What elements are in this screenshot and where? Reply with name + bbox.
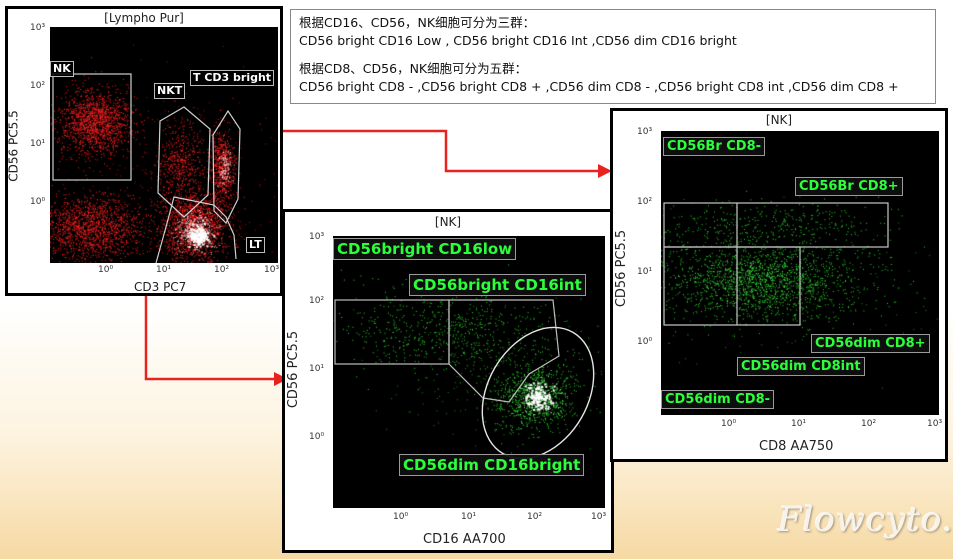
plot3-xtick-2: 10² — [861, 419, 877, 429]
plot2-xtick-3: 10³ — [591, 512, 607, 522]
plot1-xtick-1: 10¹ — [156, 265, 172, 275]
plot3-panel: [NK] CD56Br CD8- CD56Br CD8+ CD56dim CD8… — [610, 108, 948, 462]
plot2-area: CD56bright CD16low CD56bright CD16int CD… — [333, 236, 605, 508]
plot2-ytick-0: 10⁰ — [309, 432, 325, 442]
note-line-1: 根据CD16、CD56，NK细胞可分为三群： — [299, 15, 536, 30]
plot3-ytick-0: 10⁰ — [637, 337, 653, 347]
plot1-ytick-3: 10³ — [30, 23, 46, 33]
plot1-gate-nk: NK — [50, 61, 74, 77]
plot1-ytick-2: 10² — [30, 81, 46, 91]
plot3-xtick-3: 10³ — [927, 419, 943, 429]
plot1-title: [Lympho Pur] — [104, 11, 184, 25]
plot3-gate-dim-neg: CD56dim CD8- — [661, 390, 775, 409]
arrow-plot1-to-plot2 — [144, 296, 288, 386]
plot2-xlabel: CD16 AA700 — [423, 532, 506, 547]
plot3-xtick-0: 10⁰ — [721, 419, 737, 429]
plot1-xtick-3: 10³ — [264, 265, 280, 275]
plot1-xlabel: CD3 PC7 — [134, 280, 187, 294]
note-line-3: 根据CD8、CD56，NK细胞可分为五群： — [299, 61, 528, 76]
plot2-xtick-1: 10¹ — [461, 512, 477, 522]
plot3-area: CD56Br CD8- CD56Br CD8+ CD56dim CD8+ CD5… — [661, 131, 939, 415]
plot3-ytick-1: 10¹ — [637, 267, 653, 277]
plot2-panel: [NK] CD56bright CD16low CD56bright CD16i… — [282, 209, 614, 553]
plot3-ytick-3: 10³ — [637, 127, 653, 137]
plot1-area: NK NKT T CD3 bright LT — [50, 27, 278, 263]
plot1-ytick-0: 10⁰ — [30, 197, 46, 207]
plot2-gate-bright-low: CD56bright CD16low — [333, 238, 517, 260]
plot2-ytick-2: 10² — [309, 296, 325, 306]
plot3-xlabel: CD8 AA750 — [759, 439, 834, 454]
plot2-ytick-1: 10¹ — [309, 364, 325, 374]
notes-box: 根据CD16、CD56，NK细胞可分为三群： CD56 bright CD16 … — [290, 9, 936, 104]
plot2-gates — [334, 299, 595, 460]
plot1-gate-nkt: NKT — [154, 83, 186, 99]
plot3-ytick-2: 10² — [637, 197, 653, 207]
plot3-gate-dim-int: CD56dim CD8int — [737, 357, 865, 376]
watermark-logo: Flowcyto.cn — [778, 500, 953, 540]
plot2-ytick-3: 10³ — [309, 232, 325, 242]
plot3-gate-br-neg: CD56Br CD8- — [663, 137, 766, 156]
note-line-2: CD56 bright CD16 Low , CD56 bright CD16 … — [299, 33, 737, 48]
arrow-plot1-to-plot3 — [282, 129, 612, 178]
plot2-xtick-0: 10⁰ — [393, 512, 409, 522]
plot1-ylabel: CD56 PC5.5 — [6, 110, 21, 182]
plot1-gates — [52, 73, 241, 263]
plot1-ytick-1: 10¹ — [30, 139, 46, 149]
plot2-title: [NK] — [434, 215, 462, 229]
plot3-xtick-1: 10¹ — [791, 419, 807, 429]
plot3-title: [NK] — [765, 113, 793, 127]
plot2-xtick-2: 10² — [527, 512, 543, 522]
plot1-gate-lt: LT — [246, 237, 265, 253]
plot1-xtick-2: 10² — [214, 265, 230, 275]
plot3-ylabel: CD56 PC5.5 — [614, 229, 630, 308]
plot1-panel: [Lympho Pur] NK NKT T CD3 bright LT 10³ … — [5, 6, 283, 296]
plot1-xtick-0: 10⁰ — [98, 265, 114, 275]
plot2-gate-bright-int: CD56bright CD16int — [409, 274, 586, 296]
plot2-gate-dim-bright: CD56dim CD16bright — [399, 454, 585, 476]
plot3-gate-dim-pos: CD56dim CD8+ — [811, 334, 930, 353]
plot2-ylabel: CD56 PC5.5 — [286, 330, 302, 409]
plot3-gate-br-pos: CD56Br CD8+ — [795, 177, 903, 196]
plot1-gate-tcd3: T CD3 bright — [190, 70, 275, 86]
note-line-4: CD56 bright CD8 - ,CD56 bright CD8 + ,CD… — [299, 79, 899, 94]
plot3-gates — [663, 202, 889, 326]
